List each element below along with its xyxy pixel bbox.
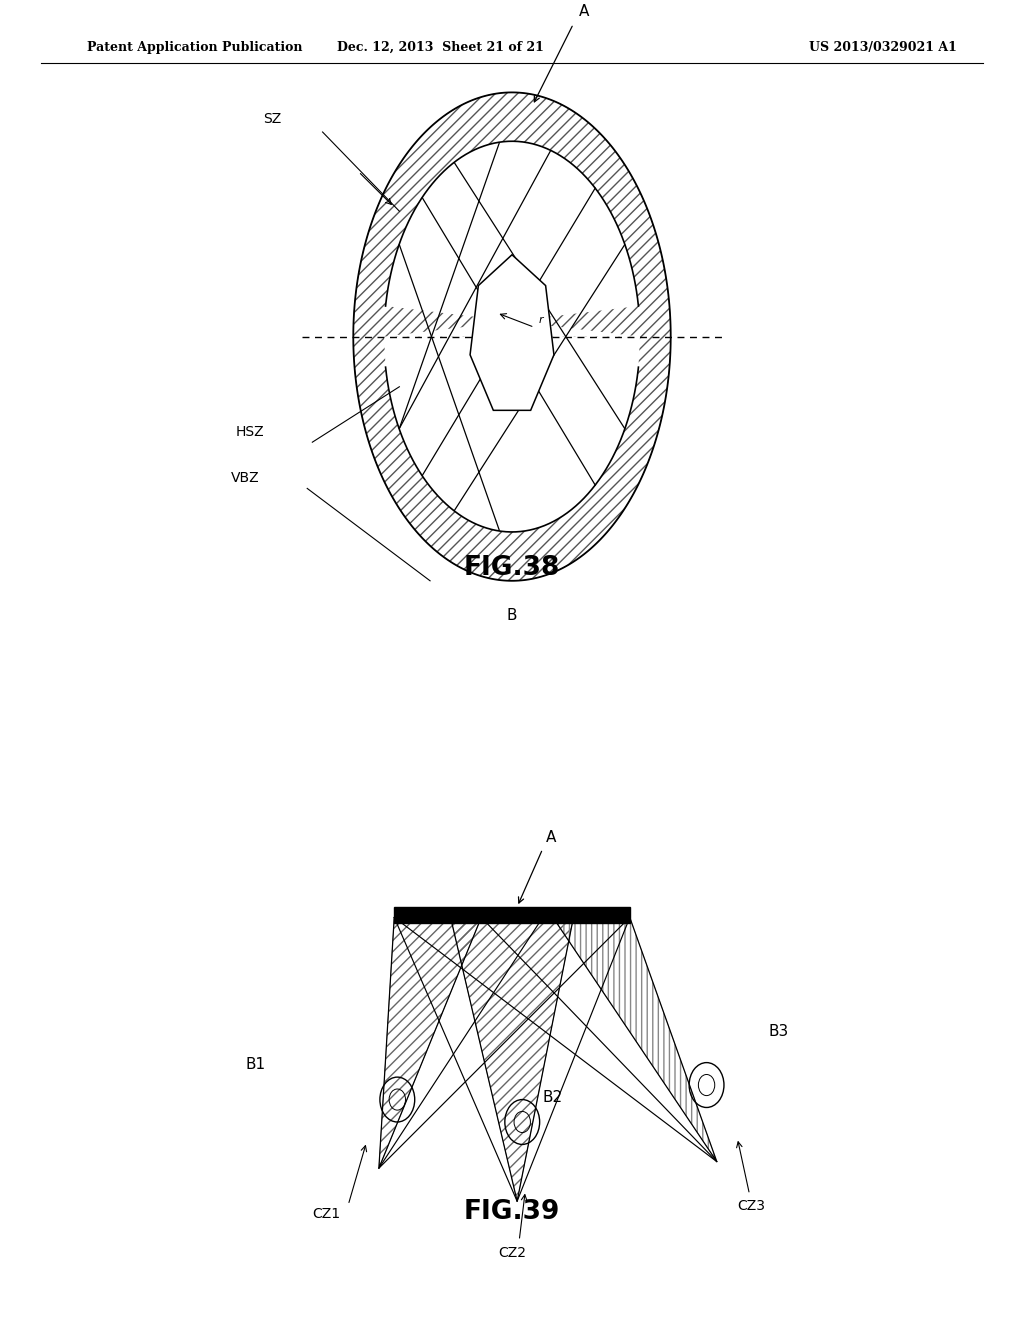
Text: r: r	[539, 315, 544, 326]
Text: CZ1: CZ1	[312, 1208, 340, 1221]
Bar	[394, 907, 630, 923]
Polygon shape	[384, 141, 640, 337]
Text: B: B	[507, 609, 517, 623]
Text: A: A	[579, 4, 589, 18]
Polygon shape	[470, 255, 554, 411]
Polygon shape	[353, 92, 671, 581]
Text: Patent Application Publication: Patent Application Publication	[87, 41, 302, 54]
Text: US 2013/0329021 A1: US 2013/0329021 A1	[809, 41, 956, 54]
Text: B3: B3	[768, 1024, 788, 1039]
Text: A: A	[546, 830, 556, 845]
Text: CZ2: CZ2	[499, 1246, 526, 1259]
Polygon shape	[384, 337, 640, 532]
Text: B2: B2	[543, 1090, 563, 1105]
Text: VBZ: VBZ	[230, 471, 259, 484]
Text: CZ3: CZ3	[737, 1200, 765, 1213]
Text: B1: B1	[246, 1057, 266, 1072]
Text: FIG.38: FIG.38	[464, 554, 560, 581]
Text: HSZ: HSZ	[236, 425, 264, 438]
Text: FIG.39: FIG.39	[464, 1199, 560, 1225]
Text: Dec. 12, 2013  Sheet 21 of 21: Dec. 12, 2013 Sheet 21 of 21	[337, 41, 544, 54]
Text: SZ: SZ	[263, 112, 282, 125]
